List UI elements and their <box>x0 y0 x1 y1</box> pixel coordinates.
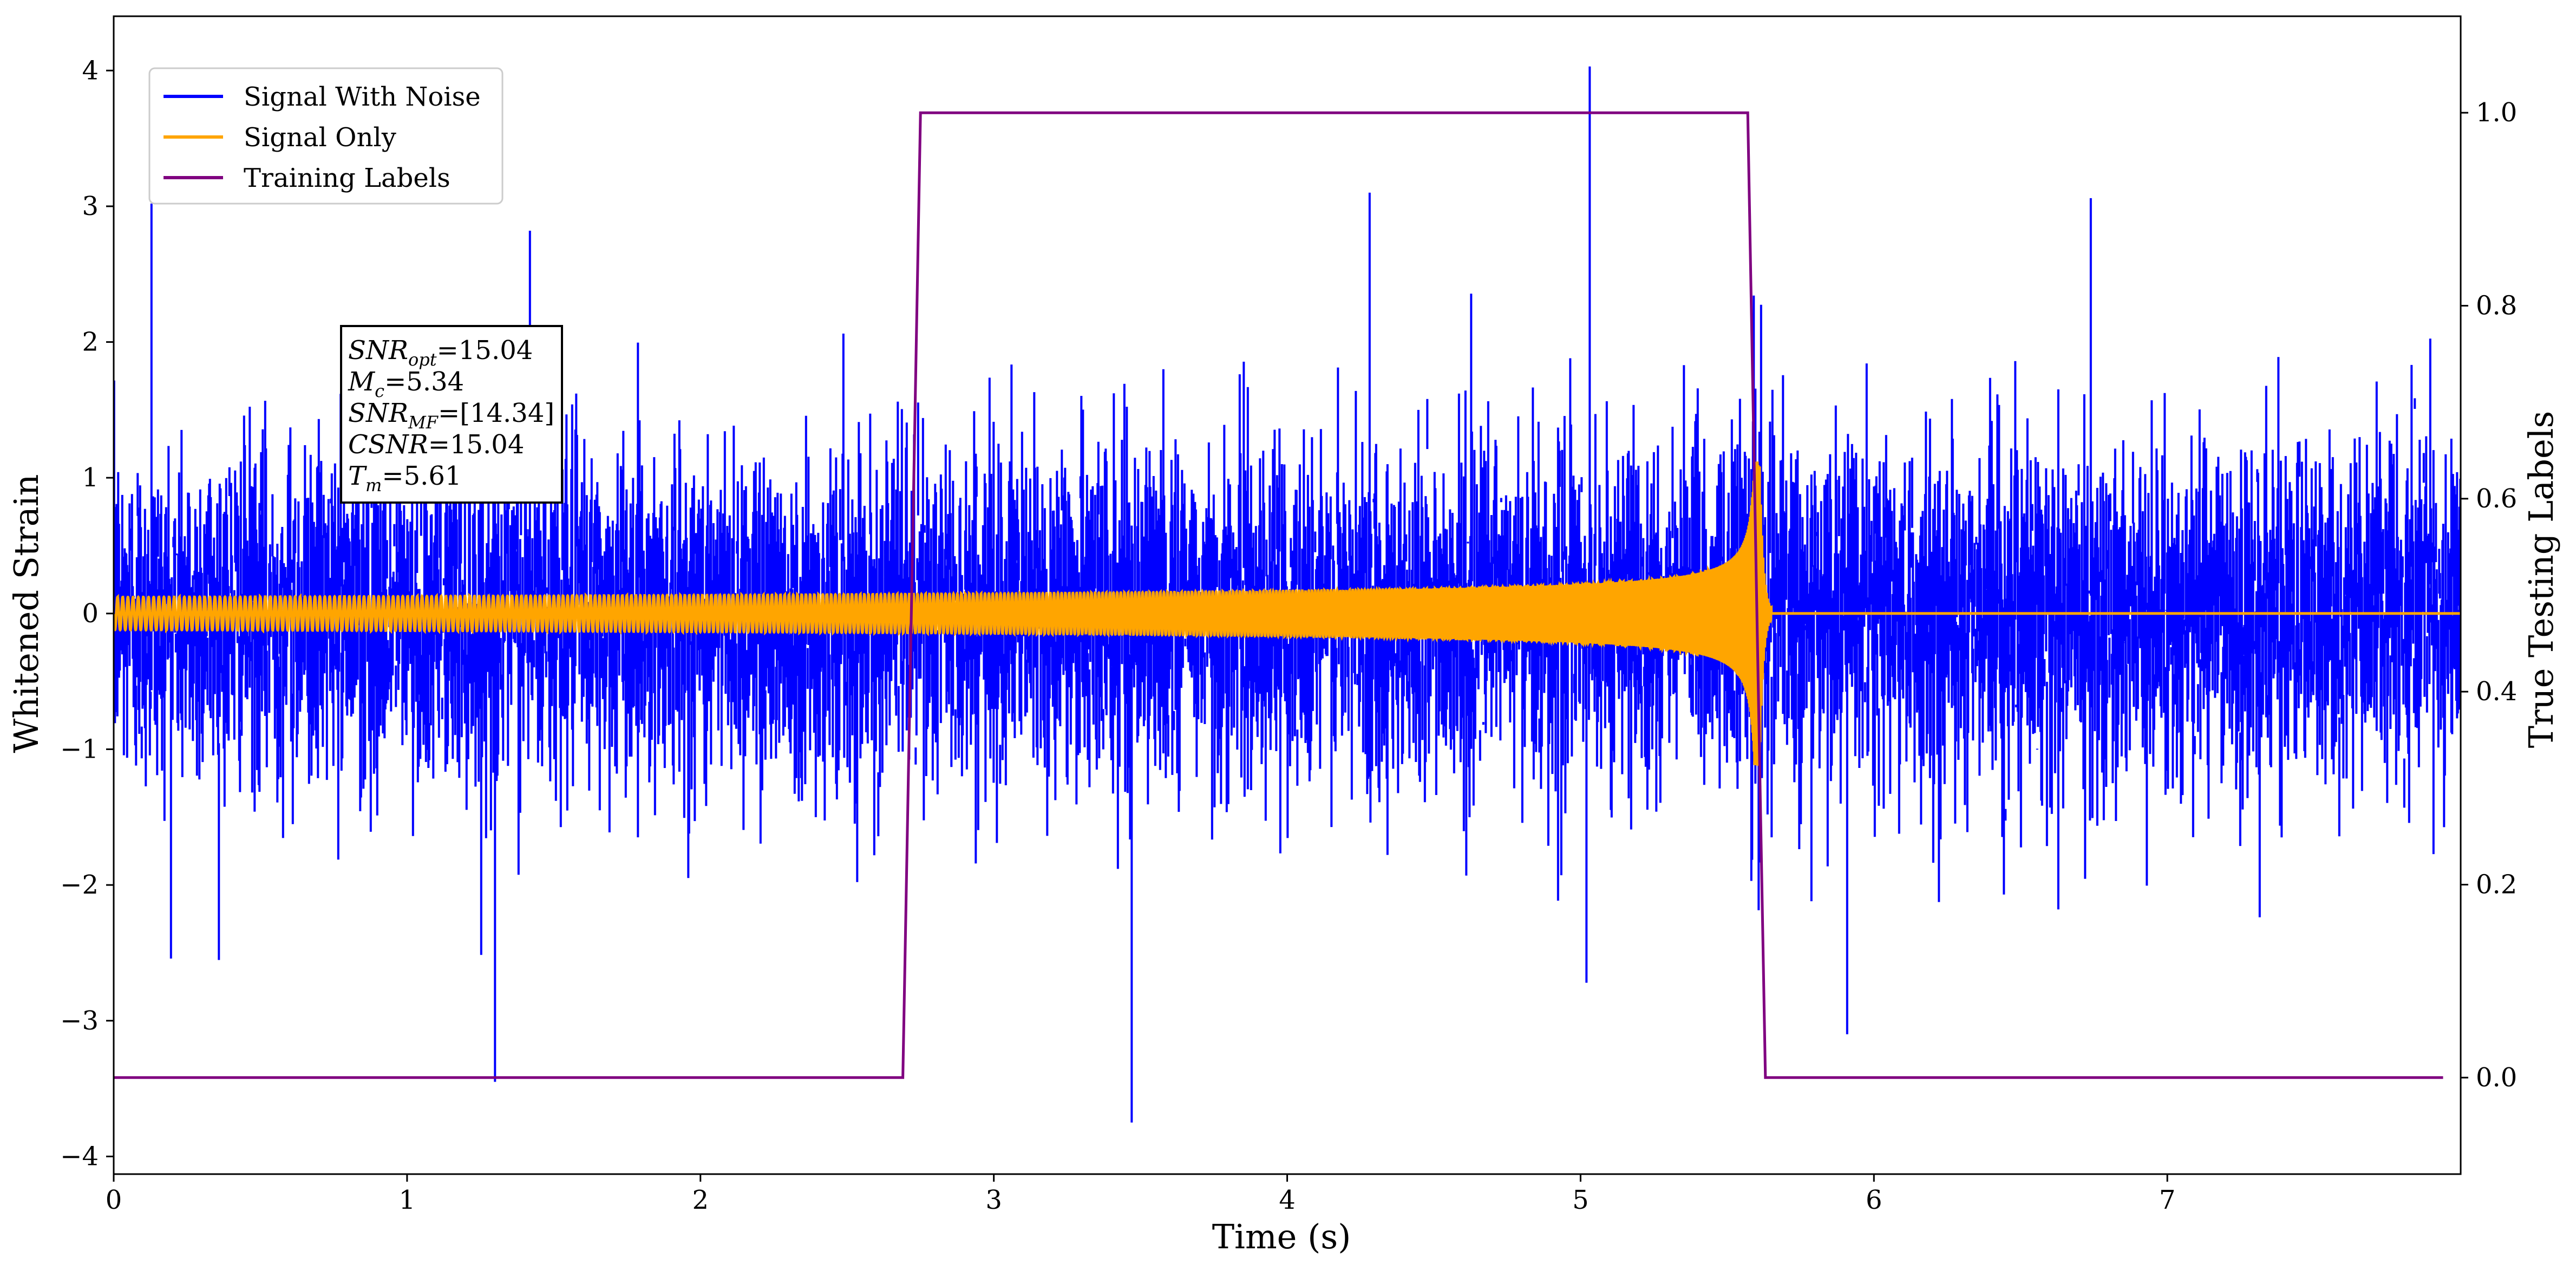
x-tick-label: 2 <box>692 1185 709 1215</box>
y-left-tick-label: 0 <box>82 598 99 629</box>
y-left-tick-label: 2 <box>82 327 99 357</box>
annotation-line: SNRopt=15.04 <box>348 335 533 370</box>
y-left-tick-label: −4 <box>60 1141 99 1171</box>
x-tick-label: 1 <box>399 1185 416 1215</box>
annotation-line: Mc=5.34 <box>348 367 464 401</box>
y-left-tick-label: 3 <box>82 191 99 221</box>
y-left-tick-label: −1 <box>60 734 99 764</box>
annotation-line: CSNR=15.04 <box>348 429 524 460</box>
y-right-tick-label: 1.0 <box>2476 97 2517 128</box>
y-left-tick-label: 4 <box>82 55 99 86</box>
y-right-tick-label: 0.8 <box>2476 291 2517 321</box>
series-training-labels <box>114 111 2443 1079</box>
ticks-layer: 0 1 2 3 4 5 6 7 −4 −3 −2 −1 0 1 2 3 4 0.0 0.2 0.4 0.6 0.8 1.0 <box>60 55 2517 1215</box>
y-right-tick-label: 0.0 <box>2476 1063 2517 1093</box>
x-tick-label: 0 <box>106 1185 122 1215</box>
legend-label: Signal Only <box>244 122 396 153</box>
x-tick-label: 4 <box>1279 1185 1296 1215</box>
y-right-tick-label: 0.2 <box>2476 870 2517 900</box>
x-tick-label: 3 <box>985 1185 1002 1215</box>
y-axis-label-right: True Testing Labels <box>2521 411 2561 748</box>
legend-label: Training Labels <box>244 163 450 193</box>
y-right-tick-label: 0.4 <box>2476 676 2517 707</box>
annotation-line: SNRMF=[14.34] <box>348 398 554 433</box>
annotation-box <box>340 325 563 504</box>
legend: Signal With Noise Signal Only Training Lab… <box>148 67 504 205</box>
y-left-tick-label: −3 <box>60 1006 99 1036</box>
axis-labels-layer: Time (s) Whitened Strain True Testing La… <box>6 411 2561 1256</box>
y-left-tick-label: −2 <box>60 870 99 900</box>
legend-box <box>148 67 504 205</box>
legend-label: Signal With Noise <box>244 82 481 112</box>
x-tick-label: 6 <box>1866 1185 1882 1215</box>
info-annotation: SNRopt=15.04Mc=5.34SNRMF=[14.34]CSNR=15.… <box>340 325 563 504</box>
x-axis-label: Time (s) <box>1212 1217 1351 1256</box>
annotation-line: Tm=5.61 <box>348 461 461 496</box>
x-tick-label: 7 <box>2159 1185 2176 1215</box>
series-signal-only <box>114 461 2461 766</box>
y-left-tick-label: 1 <box>82 462 99 493</box>
y-axis-label-left: Whitened Strain <box>6 474 46 753</box>
y-right-tick-label: 0.6 <box>2476 484 2517 514</box>
series-layer <box>114 66 2461 1123</box>
x-tick-label: 5 <box>1572 1185 1589 1215</box>
